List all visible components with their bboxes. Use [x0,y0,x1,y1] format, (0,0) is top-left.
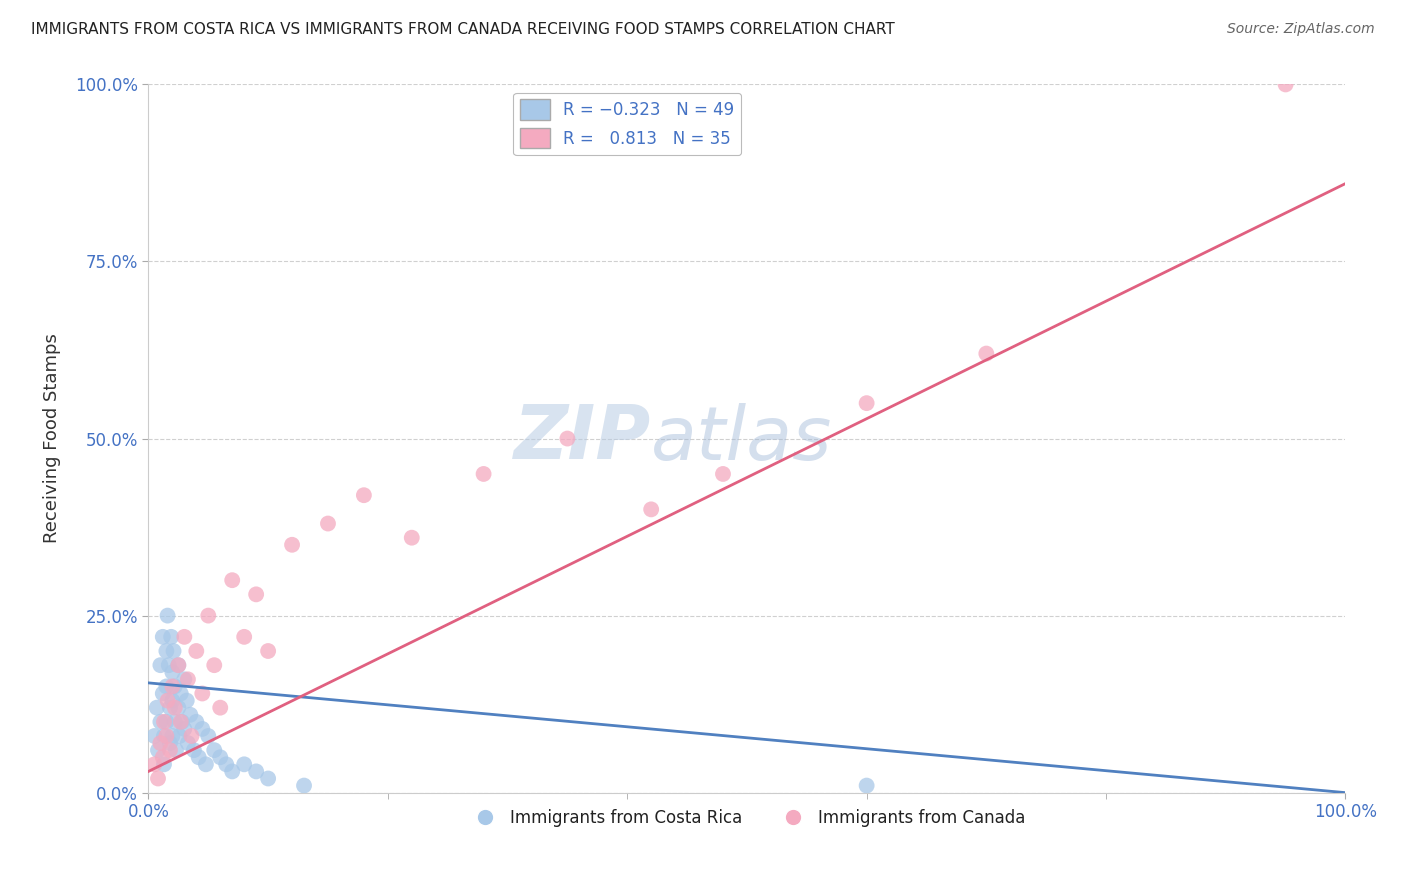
Point [855,396,877,410]
Point [160,630,183,644]
Point [167,658,190,673]
Point [173,630,195,644]
Point [176,693,198,707]
Point [146,772,169,786]
Point [153,714,176,729]
Point [159,700,181,714]
Point [177,736,200,750]
Point [173,673,195,687]
Point [197,608,219,623]
Point [155,644,177,658]
Point [401,531,423,545]
Point [149,736,172,750]
Point [153,729,176,743]
Point [202,743,225,757]
Point [191,722,214,736]
Point [155,729,177,743]
Point [472,467,495,481]
Point [1274,78,1296,92]
Point [149,658,172,673]
Point [221,764,243,779]
Point [209,750,232,764]
Point [186,644,208,658]
Point [162,644,184,658]
Point [209,700,232,714]
Point [143,729,166,743]
Text: IMMIGRANTS FROM COSTA RICA VS IMMIGRANTS FROM CANADA RECEIVING FOOD STAMPS CORRE: IMMIGRANTS FROM COSTA RICA VS IMMIGRANTS… [31,22,894,37]
Point [976,346,998,360]
Point [143,757,166,772]
Point [146,743,169,757]
Text: Source: ZipAtlas.com: Source: ZipAtlas.com [1227,22,1375,37]
Y-axis label: Receiving Food Stamps: Receiving Food Stamps [44,334,60,543]
Point [167,700,190,714]
Point [194,757,217,772]
Point [163,700,186,714]
Point [180,729,202,743]
Point [173,722,195,736]
Point [155,714,177,729]
Point [169,729,191,743]
Point [149,714,172,729]
Point [162,665,184,680]
Point [170,714,193,729]
Point [152,686,174,700]
Point [711,467,734,481]
Point [170,686,193,700]
Point [153,757,176,772]
Point [155,680,177,694]
Point [187,750,209,764]
Point [156,693,179,707]
Point [170,714,193,729]
Point [177,673,200,687]
Point [233,757,256,772]
Point [159,743,181,757]
Point [186,714,208,729]
Point [640,502,662,516]
Point [162,693,184,707]
Point [202,658,225,673]
Point [183,743,205,757]
Point [162,729,184,743]
Point [163,714,186,729]
Point [157,658,180,673]
Point [146,700,169,714]
Point [257,644,280,658]
Point [162,680,184,694]
Point [165,743,187,757]
Point [292,779,315,793]
Point [221,573,243,587]
Point [159,736,181,750]
Point [215,757,238,772]
Point [233,630,256,644]
Point [152,630,174,644]
Text: ZIP: ZIP [515,402,651,475]
Point [316,516,339,531]
Point [163,680,186,694]
Point [152,750,174,764]
Point [353,488,375,502]
Legend: Immigrants from Costa Rica, Immigrants from Canada: Immigrants from Costa Rica, Immigrants f… [463,803,1032,834]
Point [855,779,877,793]
Point [257,772,280,786]
Point [557,432,579,446]
Point [191,686,214,700]
Point [245,764,267,779]
Point [281,538,304,552]
Point [179,707,201,722]
Point [245,587,267,601]
Point [197,729,219,743]
Point [167,658,190,673]
Text: atlas: atlas [651,402,832,475]
Point [156,608,179,623]
